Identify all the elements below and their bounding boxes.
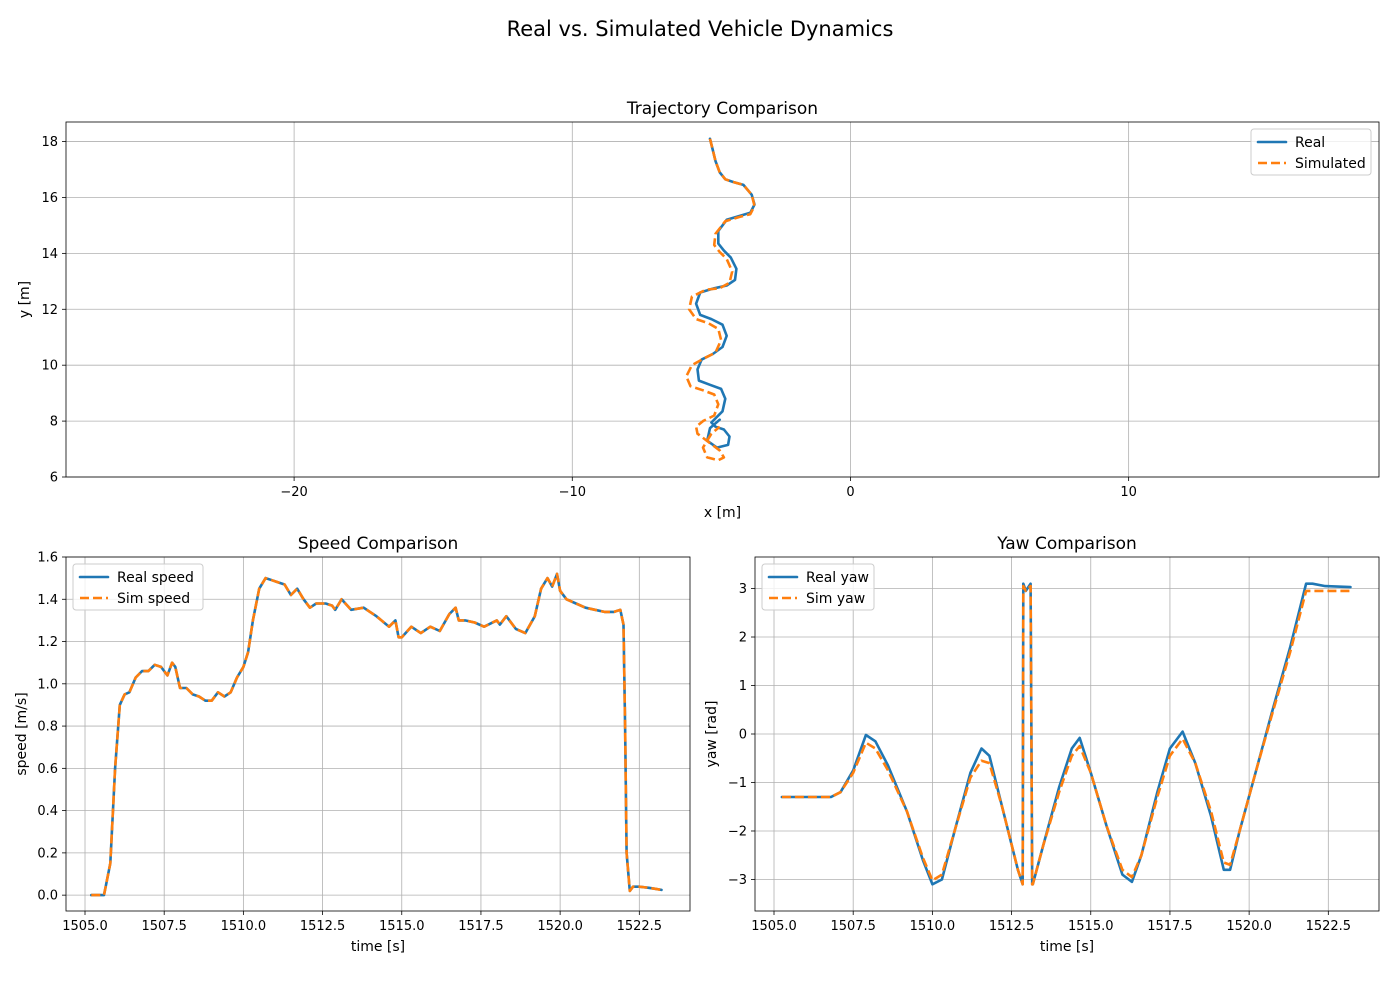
x-tick-label: 1512.5 — [300, 919, 346, 934]
x-tick-label: 1510.0 — [221, 919, 267, 934]
x-tick-label: 1505.0 — [751, 919, 797, 934]
y-tick-label: 14 — [41, 247, 58, 262]
traj-axes-frame — [65, 121, 1380, 478]
traj-series-real-line — [694, 137, 756, 449]
speed-panel: 1505.0 1507.5 1510.0 1512.5 1515.0 1517.5 1520… — [14, 534, 691, 955]
y-tick-label: 1.4 — [37, 593, 58, 608]
yaw-series-sim-line — [781, 584, 1351, 886]
y-tick-label: 1.0 — [37, 677, 58, 692]
legend-label: Sim yaw — [806, 591, 865, 607]
figure-suptitle: Real vs. Simulated Vehicle Dynamics — [507, 17, 894, 41]
speed-series-real-line — [90, 572, 663, 897]
y-tick-label: 6 — [50, 471, 58, 486]
y-tick-label: 0.4 — [37, 804, 58, 819]
speed-ylabel: speed [m/s] — [14, 692, 30, 775]
x-tick-label: −20 — [280, 485, 307, 500]
legend-label: Real — [1295, 135, 1325, 151]
y-tick-label: 12 — [41, 303, 58, 318]
x-tick-label: 1512.5 — [989, 919, 1035, 934]
y-tick-label: 0.6 — [37, 762, 58, 777]
legend-label: Simulated — [1295, 156, 1366, 172]
x-tick-label: 1522.5 — [1306, 919, 1352, 934]
legend-box — [1250, 128, 1372, 176]
y-tick-label: 1.2 — [37, 635, 58, 650]
x-tick-label: 1520.0 — [537, 919, 583, 934]
y-tick-label: 10 — [41, 359, 58, 374]
x-tick-label: 1515.0 — [379, 919, 425, 934]
speed-series-sim-line — [91, 572, 662, 897]
y-tick-label: 1.6 — [37, 551, 58, 566]
y-tick-label: 2 — [739, 631, 747, 646]
x-tick-label: 10 — [1120, 485, 1137, 500]
speed-axes-frame — [65, 556, 691, 912]
y-tick-label: 0.0 — [37, 889, 58, 904]
speed-xlabel: time [s] — [351, 939, 405, 955]
yaw-panel: 1505.0 1507.5 1510.0 1512.5 1515.0 1517.5 1520… — [704, 534, 1380, 955]
y-tick-label: 18 — [41, 135, 58, 150]
legend-label: Sim speed — [117, 591, 190, 607]
trajectory-panel: −20 −10 0 10 6 8 10 12 14 16 18 Trajectory Comparis… — [17, 99, 1380, 521]
x-tick-label: 1522.5 — [617, 919, 663, 934]
y-tick-label: 0 — [739, 728, 747, 743]
traj-title: Trajectory Comparison — [626, 99, 818, 119]
y-tick-label: −2 — [728, 824, 747, 839]
x-tick-label: −10 — [559, 485, 586, 500]
traj-xlabel: x [m] — [704, 505, 741, 521]
traj-series-sim-line — [685, 138, 756, 462]
x-tick-label: 1507.5 — [141, 919, 187, 934]
y-tick-label: 16 — [41, 191, 58, 206]
y-tick-label: −3 — [728, 873, 747, 888]
x-tick-label: 1515.0 — [1068, 919, 1114, 934]
x-tick-label: 0 — [846, 485, 854, 500]
y-tick-label: 3 — [739, 582, 747, 597]
yaw-title: Yaw Comparison — [996, 534, 1137, 554]
x-tick-label: 1520.0 — [1226, 919, 1272, 934]
legend-label: Real speed — [117, 570, 194, 586]
traj-legend: Real Simulated — [1250, 128, 1372, 176]
y-tick-label: −1 — [728, 776, 747, 791]
x-tick-label: 1507.5 — [830, 919, 876, 934]
y-tick-label: 0.2 — [37, 846, 58, 861]
legend-label: Real yaw — [806, 570, 869, 586]
speed-title: Speed Comparison — [298, 534, 458, 554]
y-tick-label: 1 — [739, 679, 747, 694]
y-tick-label: 0.8 — [37, 720, 58, 735]
traj-ylabel: y [m] — [17, 281, 33, 318]
x-tick-label: 1517.5 — [1147, 919, 1193, 934]
yaw-xlabel: time [s] — [1040, 939, 1094, 955]
x-tick-label: 1510.0 — [910, 919, 956, 934]
yaw-legend: Real yaw Sim yaw — [761, 563, 875, 611]
yaw-ylabel: yaw [rad] — [704, 701, 720, 768]
y-tick-label: 8 — [50, 415, 58, 430]
legend-box — [72, 563, 204, 611]
x-tick-label: 1517.5 — [458, 919, 504, 934]
speed-legend: Real speed Sim speed — [72, 563, 204, 611]
x-tick-label: 1505.0 — [62, 919, 108, 934]
